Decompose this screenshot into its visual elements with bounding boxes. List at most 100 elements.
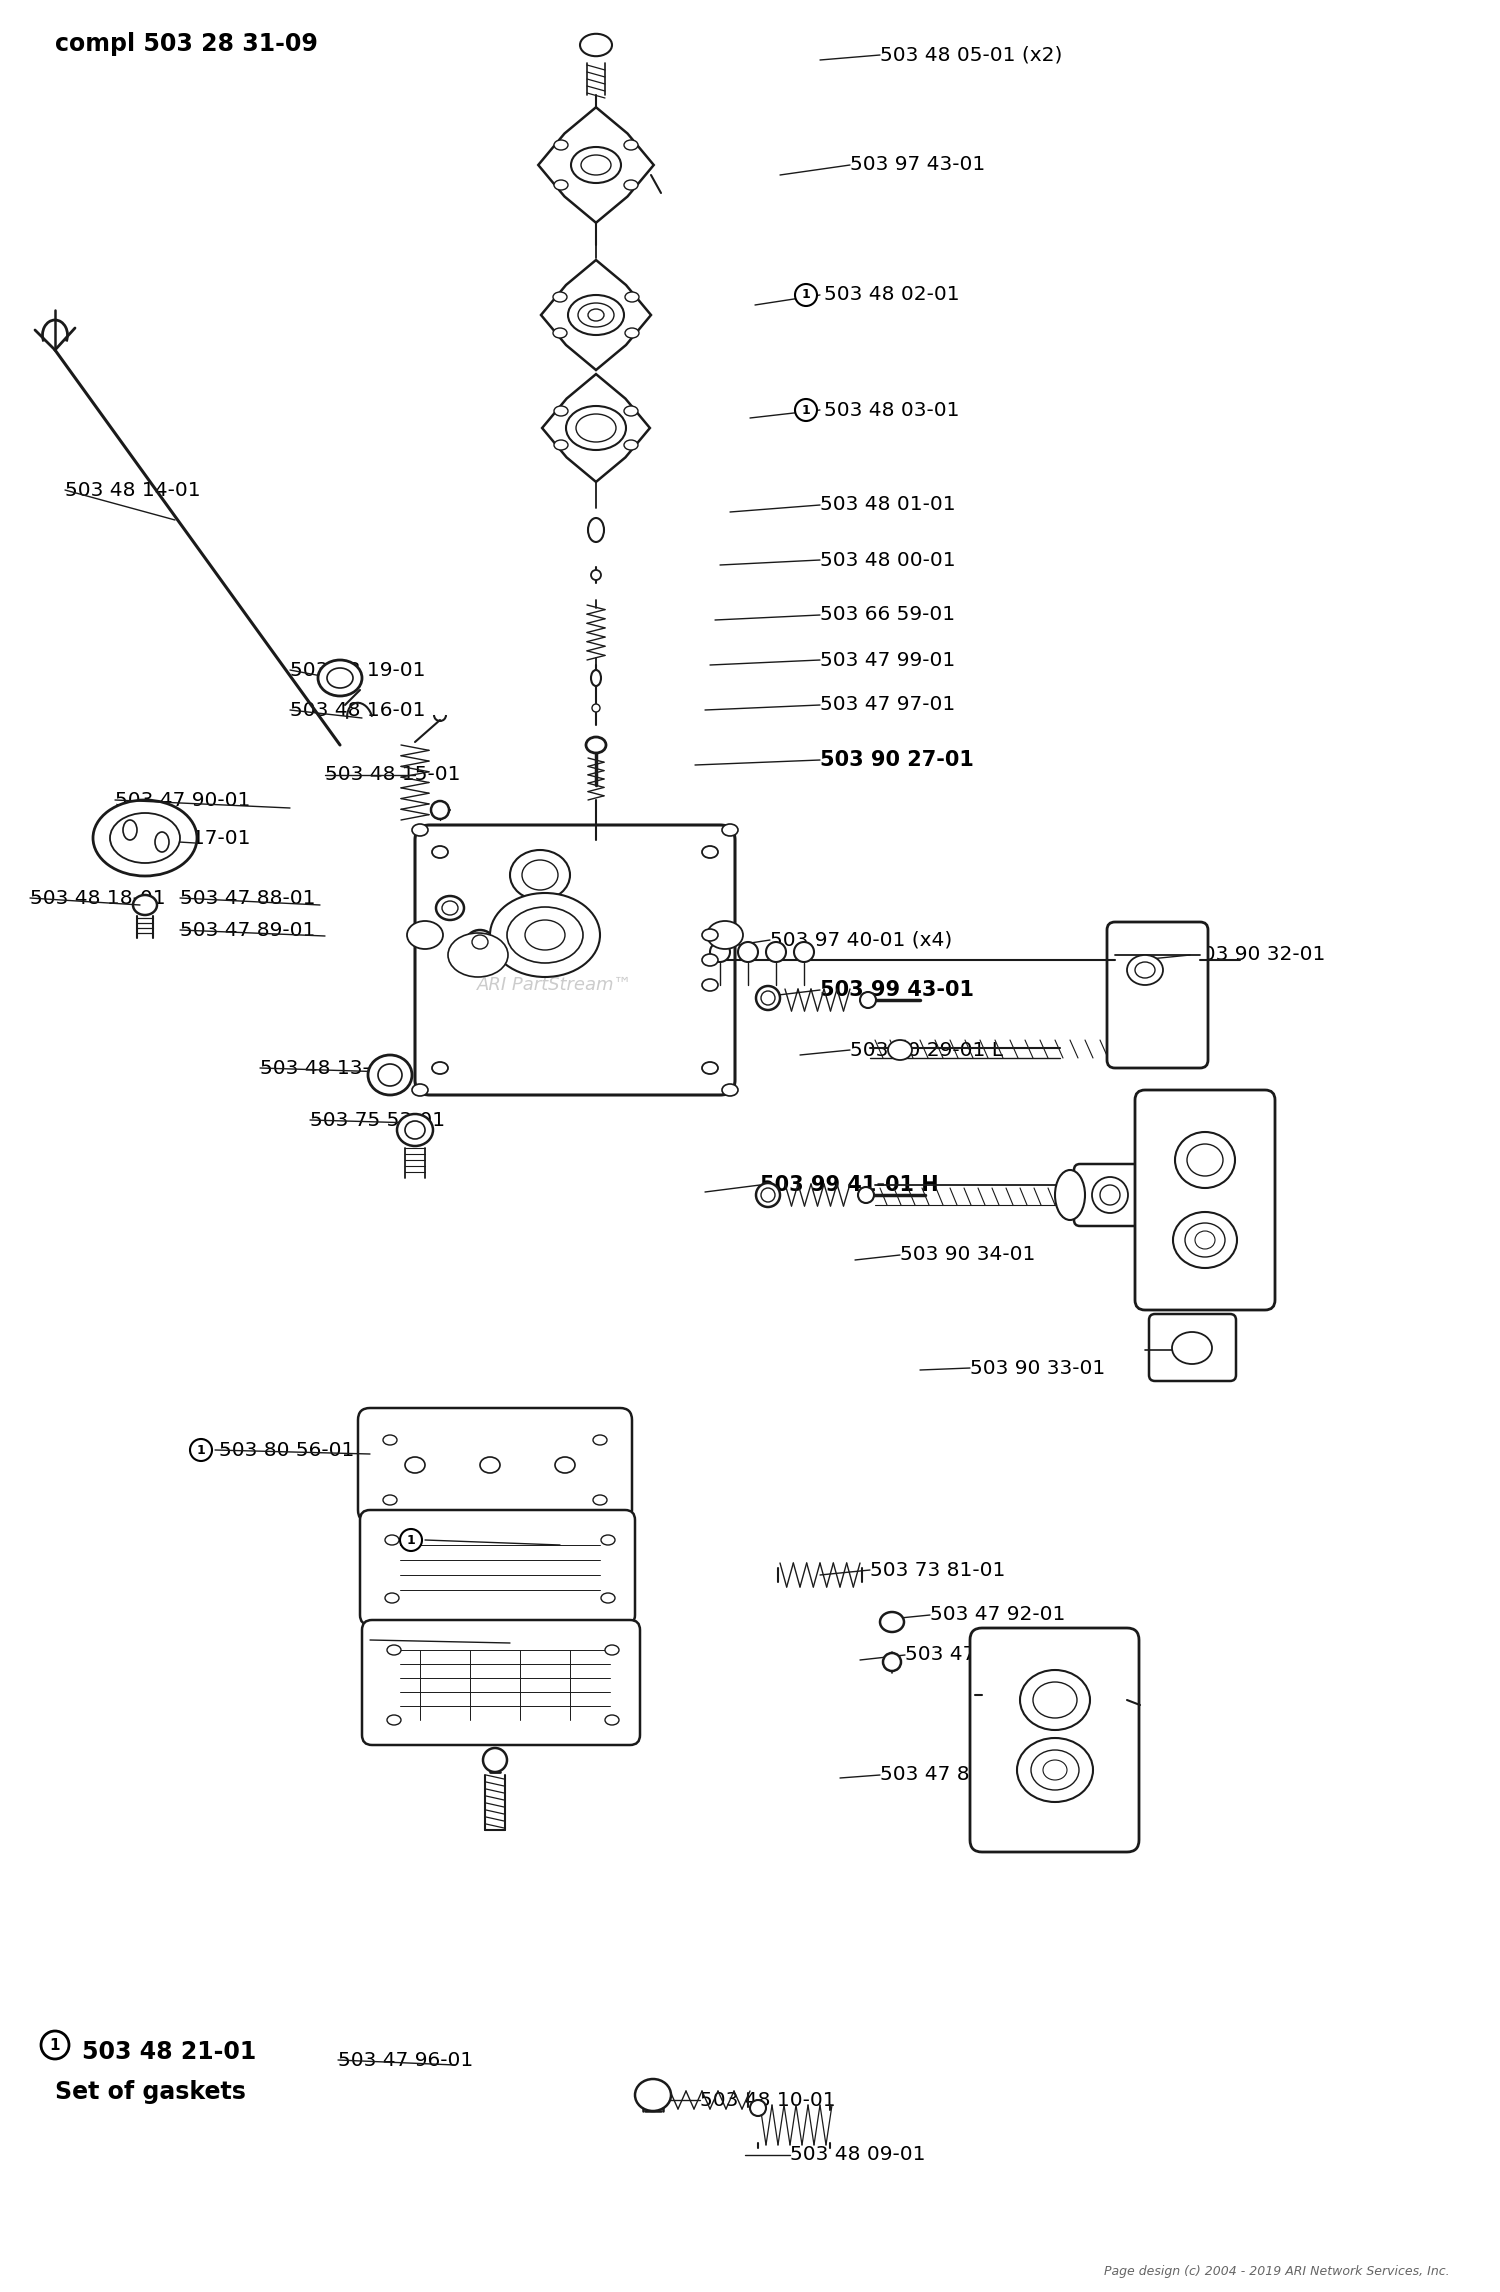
Text: 503 99 43-01: 503 99 43-01 xyxy=(821,981,974,999)
Ellipse shape xyxy=(1017,1737,1094,1802)
Ellipse shape xyxy=(442,901,458,915)
Text: 503 48 09-01: 503 48 09-01 xyxy=(790,2145,926,2164)
Text: 503 47 94-01: 503 47 94-01 xyxy=(429,1531,564,1549)
Text: 503 48 15-01: 503 48 15-01 xyxy=(326,766,460,784)
Ellipse shape xyxy=(386,1536,399,1545)
Ellipse shape xyxy=(1092,1178,1128,1212)
Ellipse shape xyxy=(1172,1332,1212,1364)
Text: 1: 1 xyxy=(801,403,810,417)
Text: 503 48 18-01: 503 48 18-01 xyxy=(30,889,165,908)
Ellipse shape xyxy=(1136,963,1155,979)
Ellipse shape xyxy=(602,1593,615,1602)
Ellipse shape xyxy=(432,846,448,857)
Ellipse shape xyxy=(578,303,614,328)
Text: 503 90 34-01: 503 90 34-01 xyxy=(900,1245,1035,1265)
Ellipse shape xyxy=(702,1061,718,1075)
Ellipse shape xyxy=(884,1653,902,1671)
Ellipse shape xyxy=(386,1593,399,1602)
Ellipse shape xyxy=(327,667,352,688)
Text: 503 97 43-01: 503 97 43-01 xyxy=(850,156,986,174)
Text: 503 48 02-01: 503 48 02-01 xyxy=(824,286,960,305)
Text: 503 47 99-01: 503 47 99-01 xyxy=(821,651,956,669)
Ellipse shape xyxy=(794,942,814,963)
Ellipse shape xyxy=(1020,1671,1090,1730)
Text: 503 48 10-01: 503 48 10-01 xyxy=(700,2090,836,2109)
Text: 503 47 95-01: 503 47 95-01 xyxy=(370,1630,506,1650)
Text: 503 47 91-01: 503 47 91-01 xyxy=(904,1646,1041,1664)
Ellipse shape xyxy=(387,1646,400,1655)
Ellipse shape xyxy=(1030,1751,1078,1790)
Text: 503 90 33-01: 503 90 33-01 xyxy=(970,1359,1106,1377)
Circle shape xyxy=(40,2031,69,2058)
Text: 503 90 32-01: 503 90 32-01 xyxy=(1190,947,1326,965)
Ellipse shape xyxy=(472,935,488,949)
FancyBboxPatch shape xyxy=(416,825,735,1096)
Circle shape xyxy=(795,284,818,307)
Ellipse shape xyxy=(405,1121,424,1139)
Ellipse shape xyxy=(706,921,742,949)
Ellipse shape xyxy=(436,896,463,919)
Ellipse shape xyxy=(702,953,718,965)
Ellipse shape xyxy=(702,846,718,857)
Ellipse shape xyxy=(624,181,638,190)
FancyBboxPatch shape xyxy=(358,1407,632,1522)
Text: Page design (c) 2004 - 2019 ARI Network Services, Inc.: Page design (c) 2004 - 2019 ARI Network … xyxy=(1104,2264,1450,2278)
Circle shape xyxy=(190,1439,211,1460)
Ellipse shape xyxy=(756,986,780,1011)
Ellipse shape xyxy=(318,660,362,697)
Circle shape xyxy=(400,1529,422,1552)
Text: ARI PartStream™: ARI PartStream™ xyxy=(477,976,633,995)
Text: 1: 1 xyxy=(196,1444,206,1455)
Ellipse shape xyxy=(604,1646,619,1655)
Ellipse shape xyxy=(591,571,602,580)
Ellipse shape xyxy=(554,291,567,303)
Ellipse shape xyxy=(572,147,621,183)
Ellipse shape xyxy=(626,291,639,303)
Ellipse shape xyxy=(1185,1224,1225,1256)
Ellipse shape xyxy=(432,1061,448,1075)
Ellipse shape xyxy=(110,814,180,864)
Ellipse shape xyxy=(722,1084,738,1096)
Text: 503 47 88-01: 503 47 88-01 xyxy=(180,889,315,908)
Ellipse shape xyxy=(554,406,568,417)
Ellipse shape xyxy=(880,1611,904,1632)
Text: 503 73 81-01: 503 73 81-01 xyxy=(870,1561,1005,1579)
Ellipse shape xyxy=(123,821,136,839)
Text: 503 47 86-01: 503 47 86-01 xyxy=(880,1765,1016,1785)
Text: 503 47 97-01: 503 47 97-01 xyxy=(821,694,956,715)
Ellipse shape xyxy=(702,979,718,990)
Ellipse shape xyxy=(1042,1760,1066,1781)
Ellipse shape xyxy=(134,894,158,915)
Ellipse shape xyxy=(398,1114,433,1146)
Ellipse shape xyxy=(738,942,758,963)
Text: 503 48 00-01: 503 48 00-01 xyxy=(821,550,956,568)
Text: 503 97 40-01 (x4): 503 97 40-01 (x4) xyxy=(770,931,952,949)
Text: 503 48 16-01: 503 48 16-01 xyxy=(290,701,426,720)
Ellipse shape xyxy=(1034,1682,1077,1719)
Text: 1: 1 xyxy=(801,289,810,303)
Ellipse shape xyxy=(382,1494,398,1506)
Text: 503 48 17-01: 503 48 17-01 xyxy=(116,827,251,848)
FancyBboxPatch shape xyxy=(1107,921,1208,1068)
Ellipse shape xyxy=(1186,1144,1222,1176)
Ellipse shape xyxy=(602,1536,615,1545)
Ellipse shape xyxy=(1174,1132,1234,1187)
Ellipse shape xyxy=(413,1084,428,1096)
Ellipse shape xyxy=(554,440,568,449)
Ellipse shape xyxy=(592,704,600,713)
Ellipse shape xyxy=(554,181,568,190)
Text: 503 75 53-01: 503 75 53-01 xyxy=(310,1112,446,1130)
Polygon shape xyxy=(542,259,651,369)
Circle shape xyxy=(795,399,818,422)
Ellipse shape xyxy=(588,518,604,541)
Ellipse shape xyxy=(604,1714,619,1726)
Polygon shape xyxy=(538,108,654,222)
Ellipse shape xyxy=(760,1187,776,1201)
Ellipse shape xyxy=(430,800,448,818)
Ellipse shape xyxy=(1196,1231,1215,1249)
Text: 503 90 27-01: 503 90 27-01 xyxy=(821,749,974,770)
Ellipse shape xyxy=(555,1458,574,1474)
Ellipse shape xyxy=(483,1749,507,1772)
Ellipse shape xyxy=(405,1458,424,1474)
Ellipse shape xyxy=(554,328,567,337)
